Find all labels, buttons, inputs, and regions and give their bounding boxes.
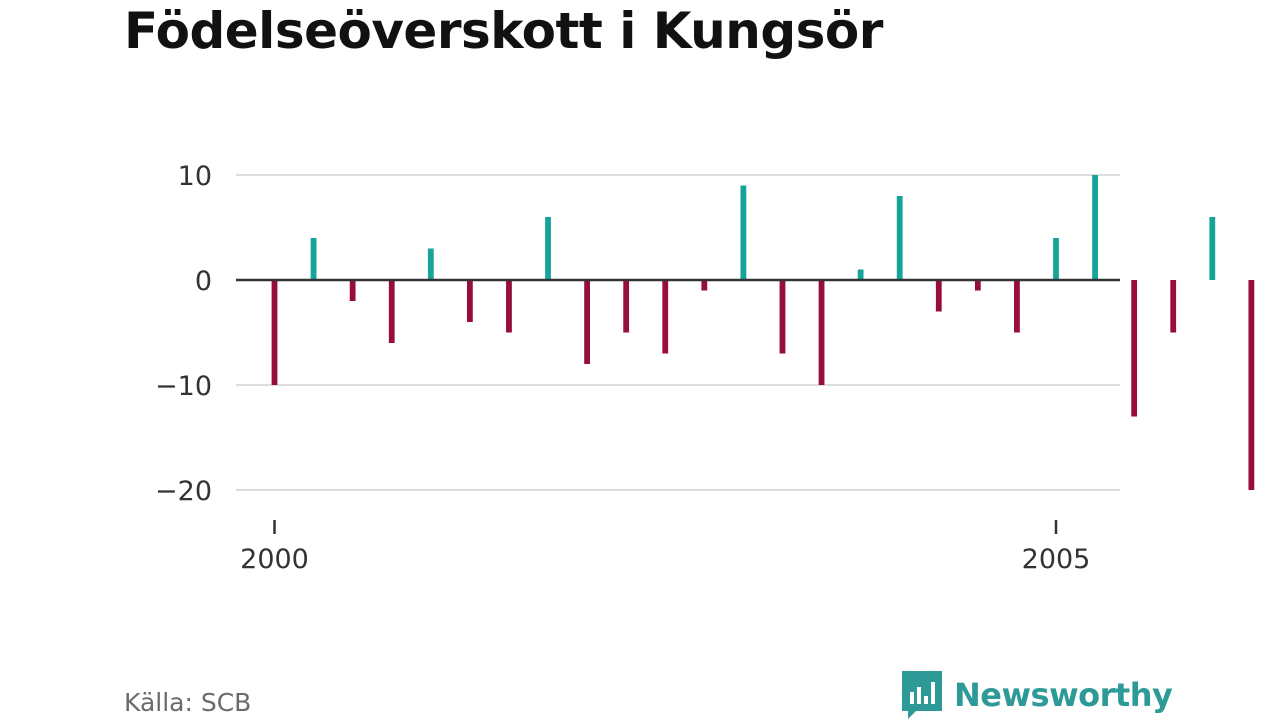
bar: [349, 280, 356, 301]
y-axis-ticks: 10 0 −10 −20: [155, 161, 212, 507]
newsworthy-logo: Newsworthy: [902, 670, 1173, 720]
bars: [271, 175, 1255, 490]
brand-name: Newsworthy: [954, 676, 1173, 714]
bar: [896, 196, 903, 280]
bar: [271, 280, 278, 385]
bar: [310, 238, 317, 280]
bar: [1248, 280, 1255, 490]
x-tick-label: 2005: [1022, 544, 1091, 575]
bar: [1092, 175, 1098, 280]
bar: [545, 217, 551, 280]
gridlines: [236, 174, 1120, 491]
bar: [818, 280, 825, 385]
bar: [388, 280, 395, 343]
bar: [506, 280, 512, 333]
chart-title: Födelseöverskott i Kungsör: [124, 2, 883, 60]
x-tick-label: 2000: [240, 544, 309, 575]
bar: [623, 280, 630, 333]
y-tick-label: −20: [155, 476, 212, 507]
bar: [466, 280, 473, 322]
x-axis-ticks: 200020052010201520202025: [240, 520, 1091, 575]
bar: [1170, 280, 1177, 333]
bar: [740, 185, 747, 280]
bar: [662, 280, 669, 354]
y-tick-label: −10: [155, 371, 212, 402]
bar: [427, 248, 434, 280]
bar: [1209, 217, 1216, 280]
bar: [584, 280, 590, 364]
bar: [935, 280, 942, 312]
bar: [857, 269, 864, 280]
y-tick-label: 10: [178, 161, 212, 192]
source-note: Källa: SCB: [124, 688, 252, 717]
bar: [779, 280, 786, 354]
bar: [1053, 238, 1059, 280]
newsworthy-logo-icon: [902, 671, 942, 719]
bar: [1014, 280, 1020, 333]
bar: [974, 280, 981, 291]
bar: [1131, 280, 1138, 417]
bar: [701, 280, 708, 291]
y-tick-label: 0: [195, 266, 212, 297]
